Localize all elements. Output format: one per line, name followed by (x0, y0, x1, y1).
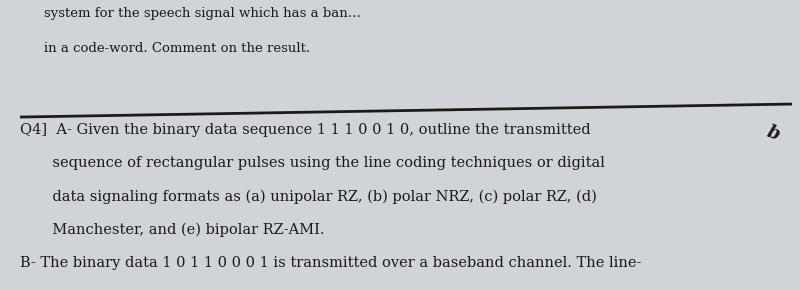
Text: in a code-word. Comment on the result.: in a code-word. Comment on the result. (44, 42, 310, 55)
Text: Q4]  A- Given the binary data sequence 1 1 1 0 0 1 0, outline the transmitted: Q4] A- Given the binary data sequence 1 … (20, 123, 590, 137)
Text: sequence of rectangular pulses using the line coding techniques or digital: sequence of rectangular pulses using the… (20, 156, 605, 170)
Text: system for the speech signal which has a ban…: system for the speech signal which has a… (44, 7, 361, 20)
Text: data signaling formats as (a) unipolar RZ, (b) polar NRZ, (c) polar RZ, (d): data signaling formats as (a) unipolar R… (20, 189, 597, 204)
Text: B- The binary data 1 0 1 1 0 0 0 1 is transmitted over a baseband channel. The l: B- The binary data 1 0 1 1 0 0 0 1 is tr… (20, 256, 642, 270)
Text: b: b (764, 123, 782, 144)
Text: Manchester, and (e) bipolar RZ-AMI.: Manchester, and (e) bipolar RZ-AMI. (20, 223, 325, 237)
